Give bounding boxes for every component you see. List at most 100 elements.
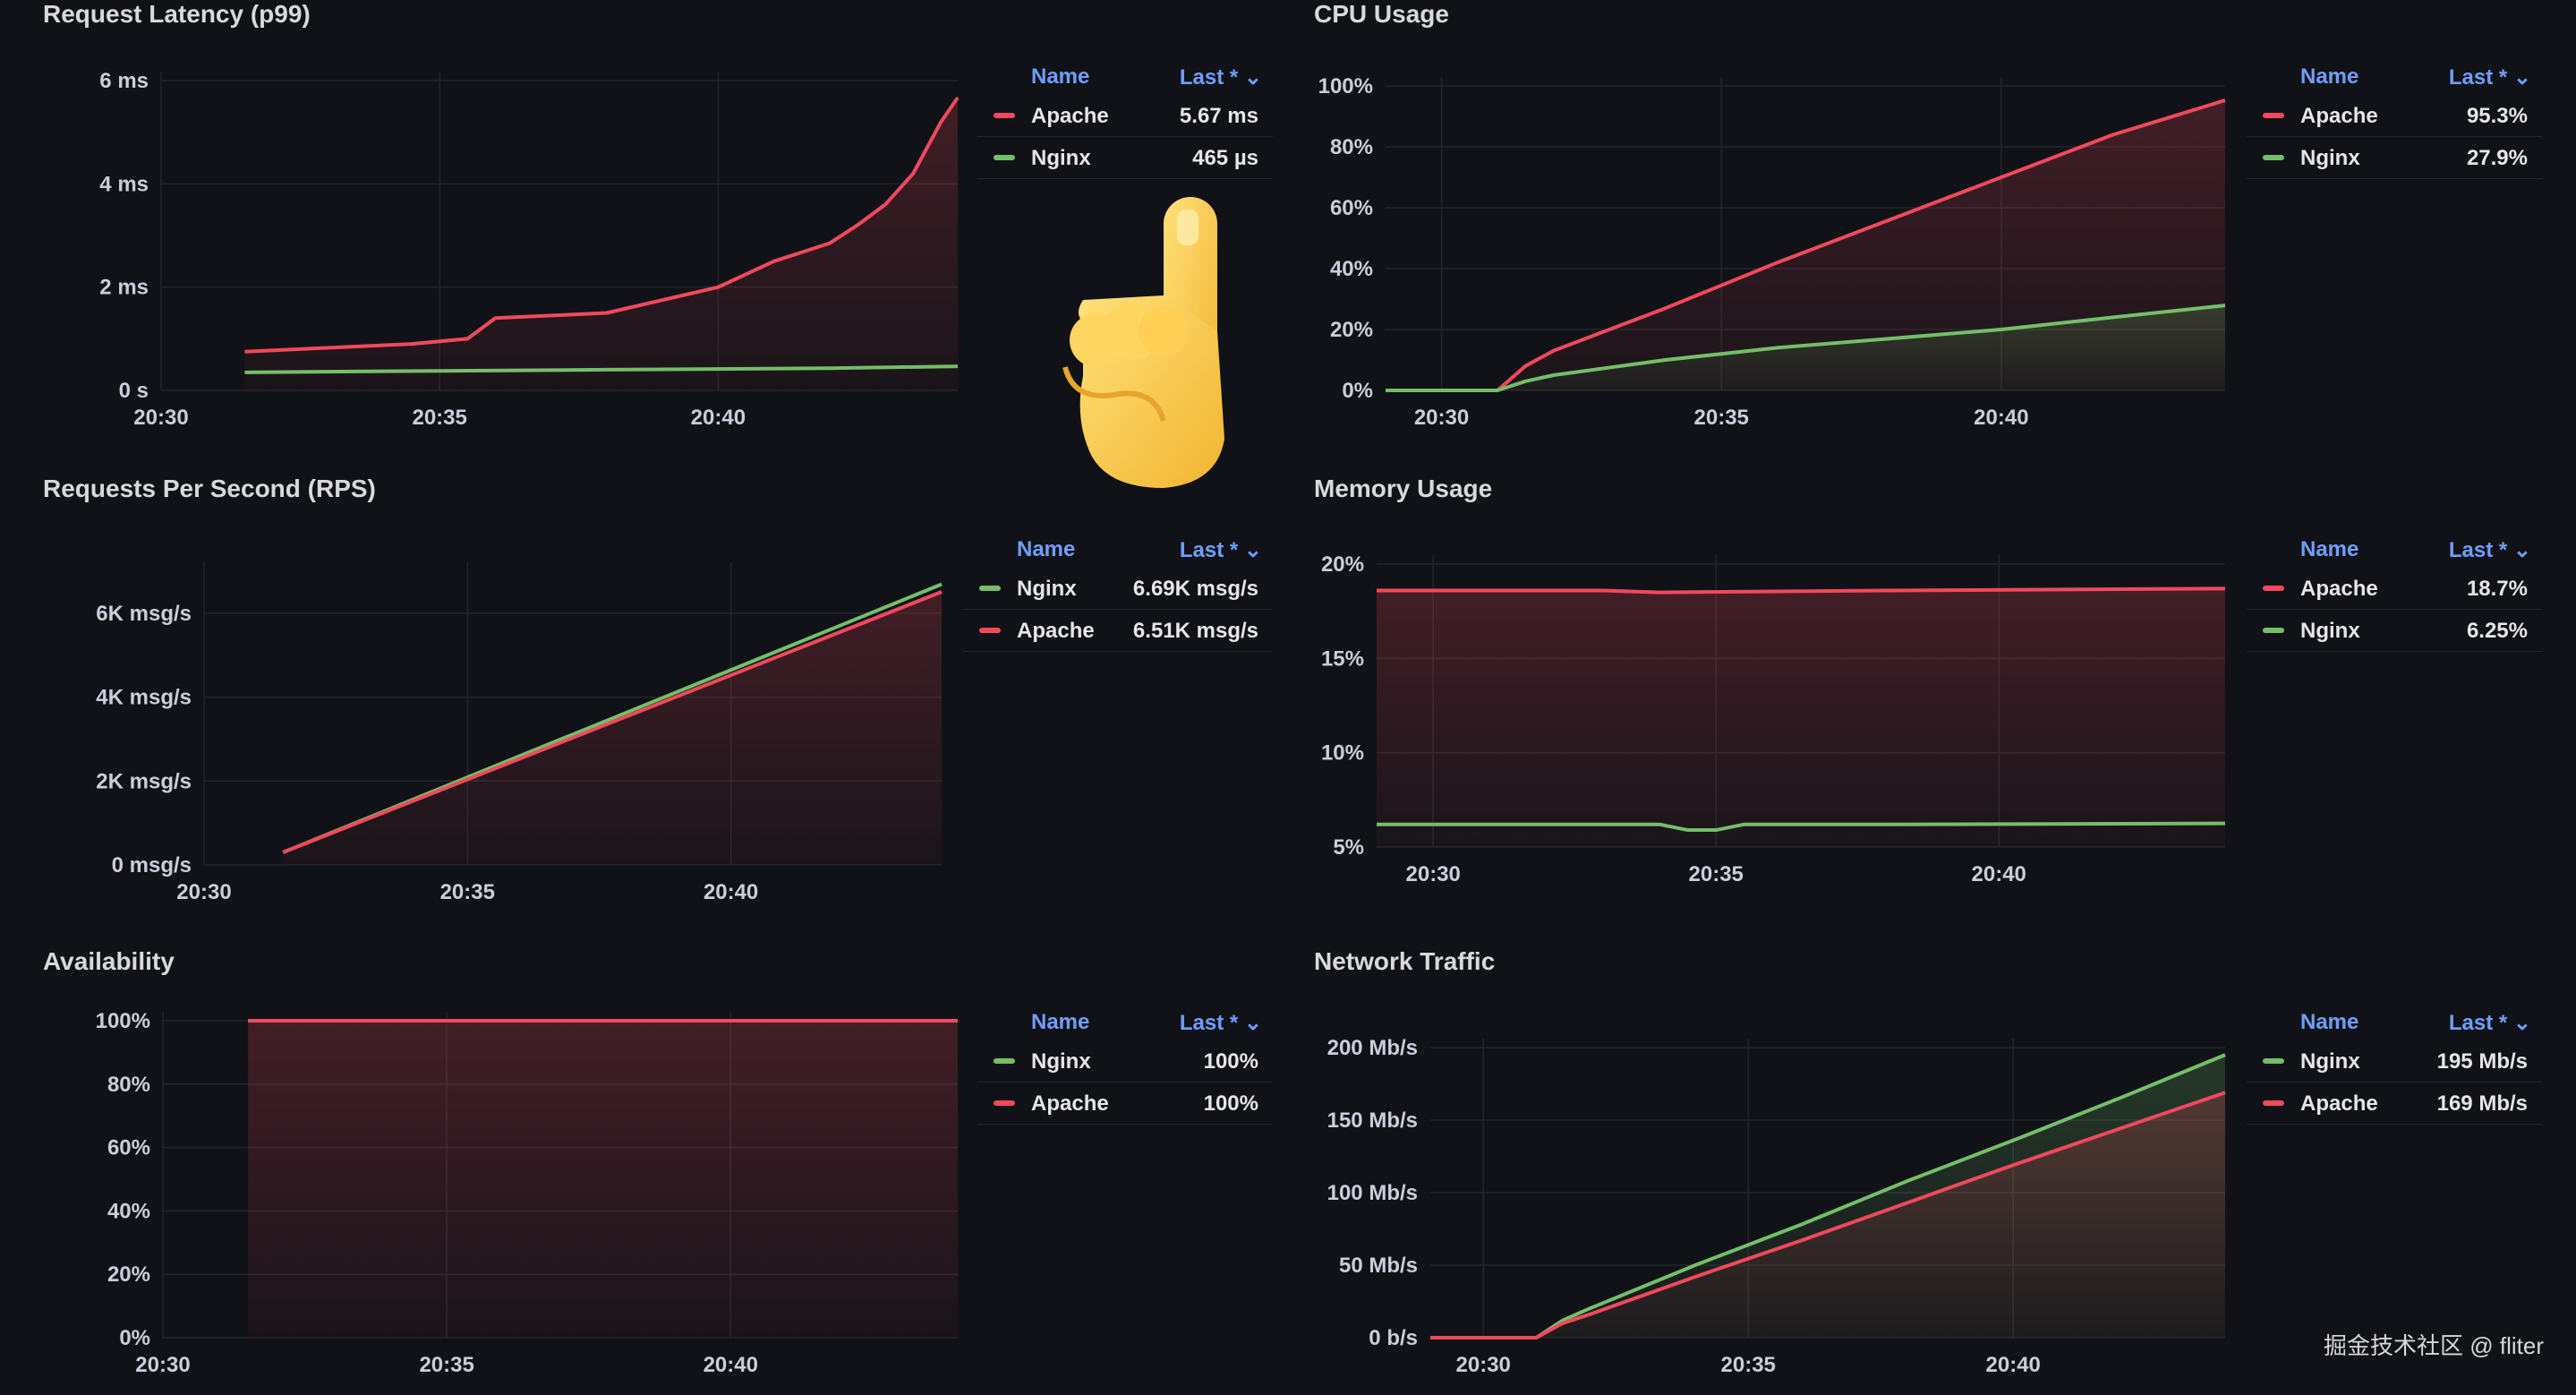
legend-row-apache[interactable]: Apache 169 Mb/s xyxy=(2247,1083,2542,1125)
x-tick-label: 20:40 xyxy=(1972,862,2026,886)
chart-availability: 0% 20% 40% 60% 80% 100% 20:30 20:35 20:40 xyxy=(96,1009,959,1377)
legend-series-name: Apache xyxy=(1031,104,1109,128)
legend-series-name: Nginx xyxy=(1017,577,1077,601)
legend-header-last-sort[interactable]: Last * ⌄ xyxy=(2448,538,2531,562)
legend-series-name: Nginx xyxy=(2300,1049,2360,1074)
legend-header-last-sort[interactable]: Last * ⌄ xyxy=(2448,65,2531,90)
series-line-nginx[interactable] xyxy=(244,364,959,374)
panel-rps: Requests Per Second (RPS) 0 msg/s 2K msg/… xyxy=(0,475,1289,949)
y-tick-label: 40% xyxy=(107,1199,150,1223)
legend-last-value: 5.67 ms xyxy=(1179,104,1258,128)
series-line-nginx[interactable] xyxy=(1377,821,2226,833)
legend-row-nginx[interactable]: Nginx 27.9% xyxy=(2247,137,2542,179)
x-tick-label: 20:30 xyxy=(1406,862,1461,886)
legend-swatch xyxy=(994,113,1015,118)
legend-row-apache[interactable]: Apache 5.67 ms xyxy=(977,95,1273,137)
legend-row-apache[interactable]: Apache 6.51K msg/s xyxy=(963,610,1273,652)
legend-header: Name Last * ⌄ xyxy=(2247,534,2542,568)
legend-last-value: 27.9% xyxy=(2466,146,2528,170)
series-line-apache[interactable] xyxy=(1430,1091,2226,1339)
legend-swatch xyxy=(994,1100,1015,1106)
legend-row-nginx[interactable]: Nginx 6.25% xyxy=(2247,610,2542,652)
y-tick-label: 60% xyxy=(107,1136,150,1160)
legend-last-value: 100% xyxy=(1203,1091,1258,1116)
legend-header-name[interactable]: Name xyxy=(2300,537,2359,561)
legend-header-name[interactable]: Name xyxy=(2300,64,2359,89)
series-line-apache[interactable] xyxy=(244,96,960,354)
panel-cpu: CPU Usage 0% 20% 40% 60% 80% 100% 20:30 20:35 20… xyxy=(1271,0,2560,475)
series-line-apache[interactable] xyxy=(282,590,943,854)
pointing-up-hand-icon xyxy=(1062,197,1224,488)
legend-header-name[interactable]: Name xyxy=(2300,1010,2359,1034)
legend-header: Name Last * ⌄ xyxy=(2247,61,2542,95)
y-tick-label: 15% xyxy=(1321,646,1364,671)
legend-header-last-sort[interactable]: Last * ⌄ xyxy=(2448,1011,2531,1035)
legend-row-nginx[interactable]: Nginx 6.69K msg/s xyxy=(963,568,1273,610)
x-tick-label: 20:35 xyxy=(412,406,466,430)
chart-rps: 0 msg/s 2K msg/s 4K msg/s 6K msg/s 20:30 20:3… xyxy=(96,562,943,904)
y-tick-label: 150 Mb/s xyxy=(1327,1108,1418,1133)
y-tick-label: 0% xyxy=(119,1326,150,1350)
y-tick-label: 100% xyxy=(96,1009,150,1033)
y-tick-label: 0% xyxy=(1342,379,1373,403)
series-area-apache xyxy=(244,98,958,390)
panel-title: Network Traffic xyxy=(1314,947,1496,975)
legend-last-value: 6.69K msg/s xyxy=(1132,577,1258,601)
legend-last-value: 465 µs xyxy=(1192,146,1258,170)
x-tick-label: 20:35 xyxy=(419,1353,473,1377)
legend-header: Name Last * ⌄ xyxy=(977,61,1273,95)
legend-header-last-sort[interactable]: Last * ⌄ xyxy=(1179,538,1262,562)
legend-last-value: 18.7% xyxy=(2466,577,2528,601)
y-tick-label: 2K msg/s xyxy=(96,769,192,793)
x-tick-label: 20:35 xyxy=(440,880,495,904)
legend-row-apache[interactable]: Apache 95.3% xyxy=(2247,95,2542,137)
series-line-apache[interactable] xyxy=(1377,586,2226,595)
legend-swatch xyxy=(2263,1100,2284,1106)
y-tick-label: 0 msg/s xyxy=(112,853,192,877)
legend-row-nginx[interactable]: Nginx 100% xyxy=(977,1040,1273,1083)
legend-rps: Name Last * ⌄ Nginx 6.69K msg/s Apache 6.51K … xyxy=(963,534,1273,652)
series-area-nginx xyxy=(1386,305,2225,390)
x-tick-label: 20:30 xyxy=(176,880,231,904)
legend-series-name: Nginx xyxy=(1031,146,1091,170)
legend-swatch xyxy=(2263,155,2284,160)
legend-series-name: Apache xyxy=(2300,1091,2378,1116)
series-line-apache[interactable] xyxy=(1386,98,2226,392)
y-tick-label: 4K msg/s xyxy=(96,686,192,710)
legend-availability: Name Last * ⌄ Nginx 100% Apache 100% xyxy=(977,1006,1273,1125)
y-tick-label: 20% xyxy=(1321,552,1364,577)
legend-row-apache[interactable]: Apache 18.7% xyxy=(2247,568,2542,610)
legend-row-nginx[interactable]: Nginx 195 Mb/s xyxy=(2247,1040,2542,1083)
y-tick-label: 60% xyxy=(1330,196,1373,220)
legend-last-value: 6.51K msg/s xyxy=(1132,619,1258,643)
x-tick-label: 20:30 xyxy=(1414,406,1469,430)
watermark: 掘金技术社区 @ fliter xyxy=(2324,1332,2544,1359)
legend-header-name[interactable]: Name xyxy=(1017,537,1076,561)
y-tick-label: 100% xyxy=(1318,74,1373,98)
legend-header-name[interactable]: Name xyxy=(1031,1010,1090,1034)
series-area-apache xyxy=(1430,1092,2225,1338)
legend-header-name[interactable]: Name xyxy=(1031,64,1090,89)
legend-header-last-sort[interactable]: Last * ⌄ xyxy=(1179,65,1262,90)
chart-memory: 5% 10% 15% 20% 20:30 20:35 20:40 xyxy=(1321,552,2226,886)
legend-series-name: Apache xyxy=(1031,1091,1109,1116)
legend-series-name: Nginx xyxy=(1031,1049,1091,1074)
legend-last-value: 95.3% xyxy=(2466,104,2528,128)
legend-series-name: Apache xyxy=(1017,619,1095,643)
legend-row-nginx[interactable]: Nginx 465 µs xyxy=(977,137,1273,179)
y-tick-label: 10% xyxy=(1321,741,1364,766)
x-tick-label: 20:35 xyxy=(1694,406,1749,430)
chart-latency: 0 s 2 ms 4 ms 6 ms 20:30 20:35 20:40 xyxy=(99,69,960,430)
y-tick-label: 100 Mb/s xyxy=(1327,1181,1418,1205)
y-tick-label: 40% xyxy=(1330,257,1373,281)
legend-last-value: 100% xyxy=(1203,1049,1258,1074)
y-tick-label: 50 Mb/s xyxy=(1339,1254,1418,1278)
legend-header-last-sort[interactable]: Last * ⌄ xyxy=(1179,1011,1262,1035)
series-line-nginx[interactable] xyxy=(1386,304,2226,392)
legend-cpu: Name Last * ⌄ Apache 95.3% Nginx 27.9% xyxy=(2247,61,2542,179)
y-tick-label: 6K msg/s xyxy=(96,602,192,626)
legend-row-apache[interactable]: Apache 100% xyxy=(977,1083,1273,1125)
legend-header: Name Last * ⌄ xyxy=(963,534,1273,568)
legend-series-name: Nginx xyxy=(2300,146,2360,170)
y-tick-label: 4 ms xyxy=(99,172,149,196)
